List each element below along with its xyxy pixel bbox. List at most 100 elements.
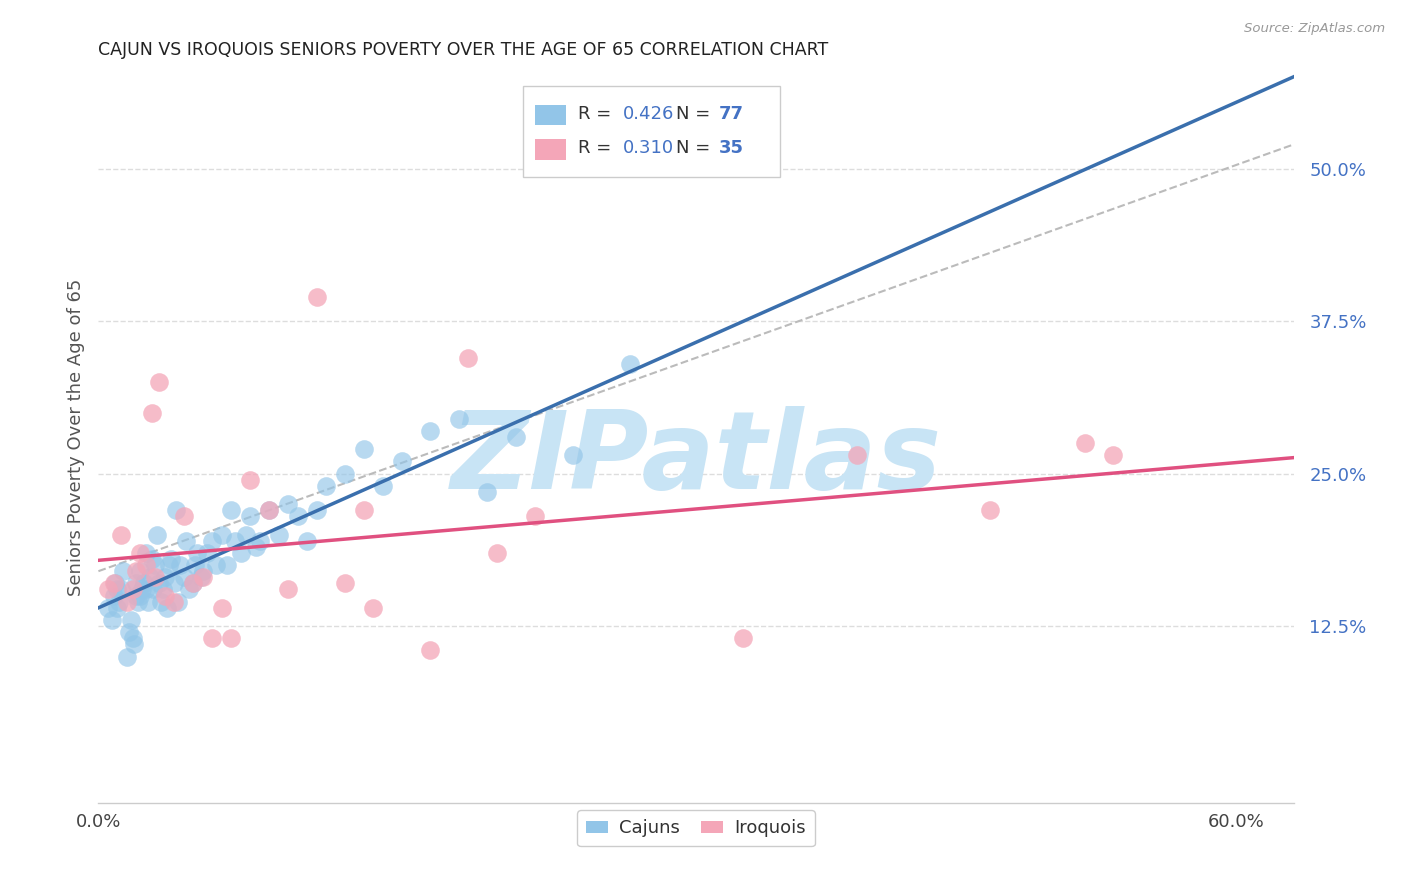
Point <box>131 582 153 597</box>
Point <box>195 546 218 560</box>
Point <box>97 582 120 597</box>
Point <box>277 497 299 511</box>
Point <box>733 632 755 646</box>
Point <box>257 503 280 517</box>
Point <box>125 564 148 578</box>
Point <box>211 600 233 615</box>
Point <box>148 375 170 389</box>
Point <box>169 558 191 573</box>
Text: N =: N = <box>676 104 716 123</box>
Text: R =: R = <box>578 139 617 157</box>
Text: ZIPatlas: ZIPatlas <box>450 406 942 512</box>
Point <box>163 576 186 591</box>
Point <box>115 594 138 608</box>
Point <box>132 576 155 591</box>
Point <box>115 649 138 664</box>
Y-axis label: Seniors Poverty Over the Age of 65: Seniors Poverty Over the Age of 65 <box>66 278 84 596</box>
Point <box>179 582 201 597</box>
Point <box>141 552 163 566</box>
Point <box>186 546 208 560</box>
Point <box>277 582 299 597</box>
Point <box>201 632 224 646</box>
Point <box>103 589 125 603</box>
Point <box>150 594 173 608</box>
Point <box>174 533 197 548</box>
Point <box>219 632 242 646</box>
Point <box>217 558 239 573</box>
Point <box>152 582 174 597</box>
Point <box>129 589 152 603</box>
Point <box>846 448 869 462</box>
Point <box>112 564 135 578</box>
Point <box>124 637 146 651</box>
Point <box>419 643 441 657</box>
Point <box>141 406 163 420</box>
Text: CAJUN VS IROQUOIS SENIORS POVERTY OVER THE AGE OF 65 CORRELATION CHART: CAJUN VS IROQUOIS SENIORS POVERTY OVER T… <box>98 41 828 59</box>
Point <box>97 600 120 615</box>
Point <box>295 533 318 548</box>
Text: R =: R = <box>578 104 617 123</box>
Point <box>118 625 141 640</box>
Point <box>353 503 375 517</box>
Point <box>447 412 470 426</box>
Point <box>110 527 132 541</box>
Point <box>477 485 499 500</box>
Point <box>249 533 271 548</box>
Point <box>239 509 262 524</box>
Point <box>138 570 160 584</box>
Point <box>305 503 328 517</box>
Point <box>419 424 441 438</box>
Point <box>105 582 128 597</box>
Point <box>167 594 190 608</box>
Point <box>239 473 262 487</box>
Point <box>148 576 170 591</box>
Point <box>201 533 224 548</box>
Point <box>181 576 204 591</box>
Point <box>371 479 394 493</box>
Point <box>979 503 1001 517</box>
Point <box>110 582 132 597</box>
Point <box>159 552 181 566</box>
Point <box>391 454 413 468</box>
Point <box>267 527 290 541</box>
Point <box>129 564 152 578</box>
Point <box>257 503 280 517</box>
Point <box>135 582 157 597</box>
Point <box>505 430 527 444</box>
Point <box>333 576 356 591</box>
Point <box>153 570 176 584</box>
FancyBboxPatch shape <box>534 105 565 126</box>
Text: N =: N = <box>676 139 716 157</box>
Point <box>363 600 385 615</box>
Point <box>245 540 267 554</box>
FancyBboxPatch shape <box>534 139 565 160</box>
Point <box>125 576 148 591</box>
Point <box>108 594 131 608</box>
Point <box>523 509 546 524</box>
Point <box>315 479 337 493</box>
Point <box>181 576 204 591</box>
Point <box>1102 448 1125 462</box>
Point <box>191 564 214 578</box>
Point <box>211 527 233 541</box>
Point <box>129 546 152 560</box>
Point <box>224 533 246 548</box>
Text: 0.426: 0.426 <box>623 104 675 123</box>
Point <box>135 546 157 560</box>
Point <box>143 558 166 573</box>
Point <box>127 594 149 608</box>
Point <box>184 558 207 573</box>
Legend: Cajuns, Iroquois: Cajuns, Iroquois <box>578 810 814 847</box>
Point <box>1074 436 1097 450</box>
Text: 35: 35 <box>718 139 744 157</box>
Point <box>165 503 187 517</box>
Point <box>305 290 328 304</box>
Point <box>485 546 508 560</box>
Point <box>287 509 309 524</box>
Text: 0.310: 0.310 <box>623 139 675 157</box>
Point <box>121 632 143 646</box>
Point <box>103 576 125 591</box>
Point <box>163 594 186 608</box>
Point <box>219 503 242 517</box>
Point <box>105 600 128 615</box>
